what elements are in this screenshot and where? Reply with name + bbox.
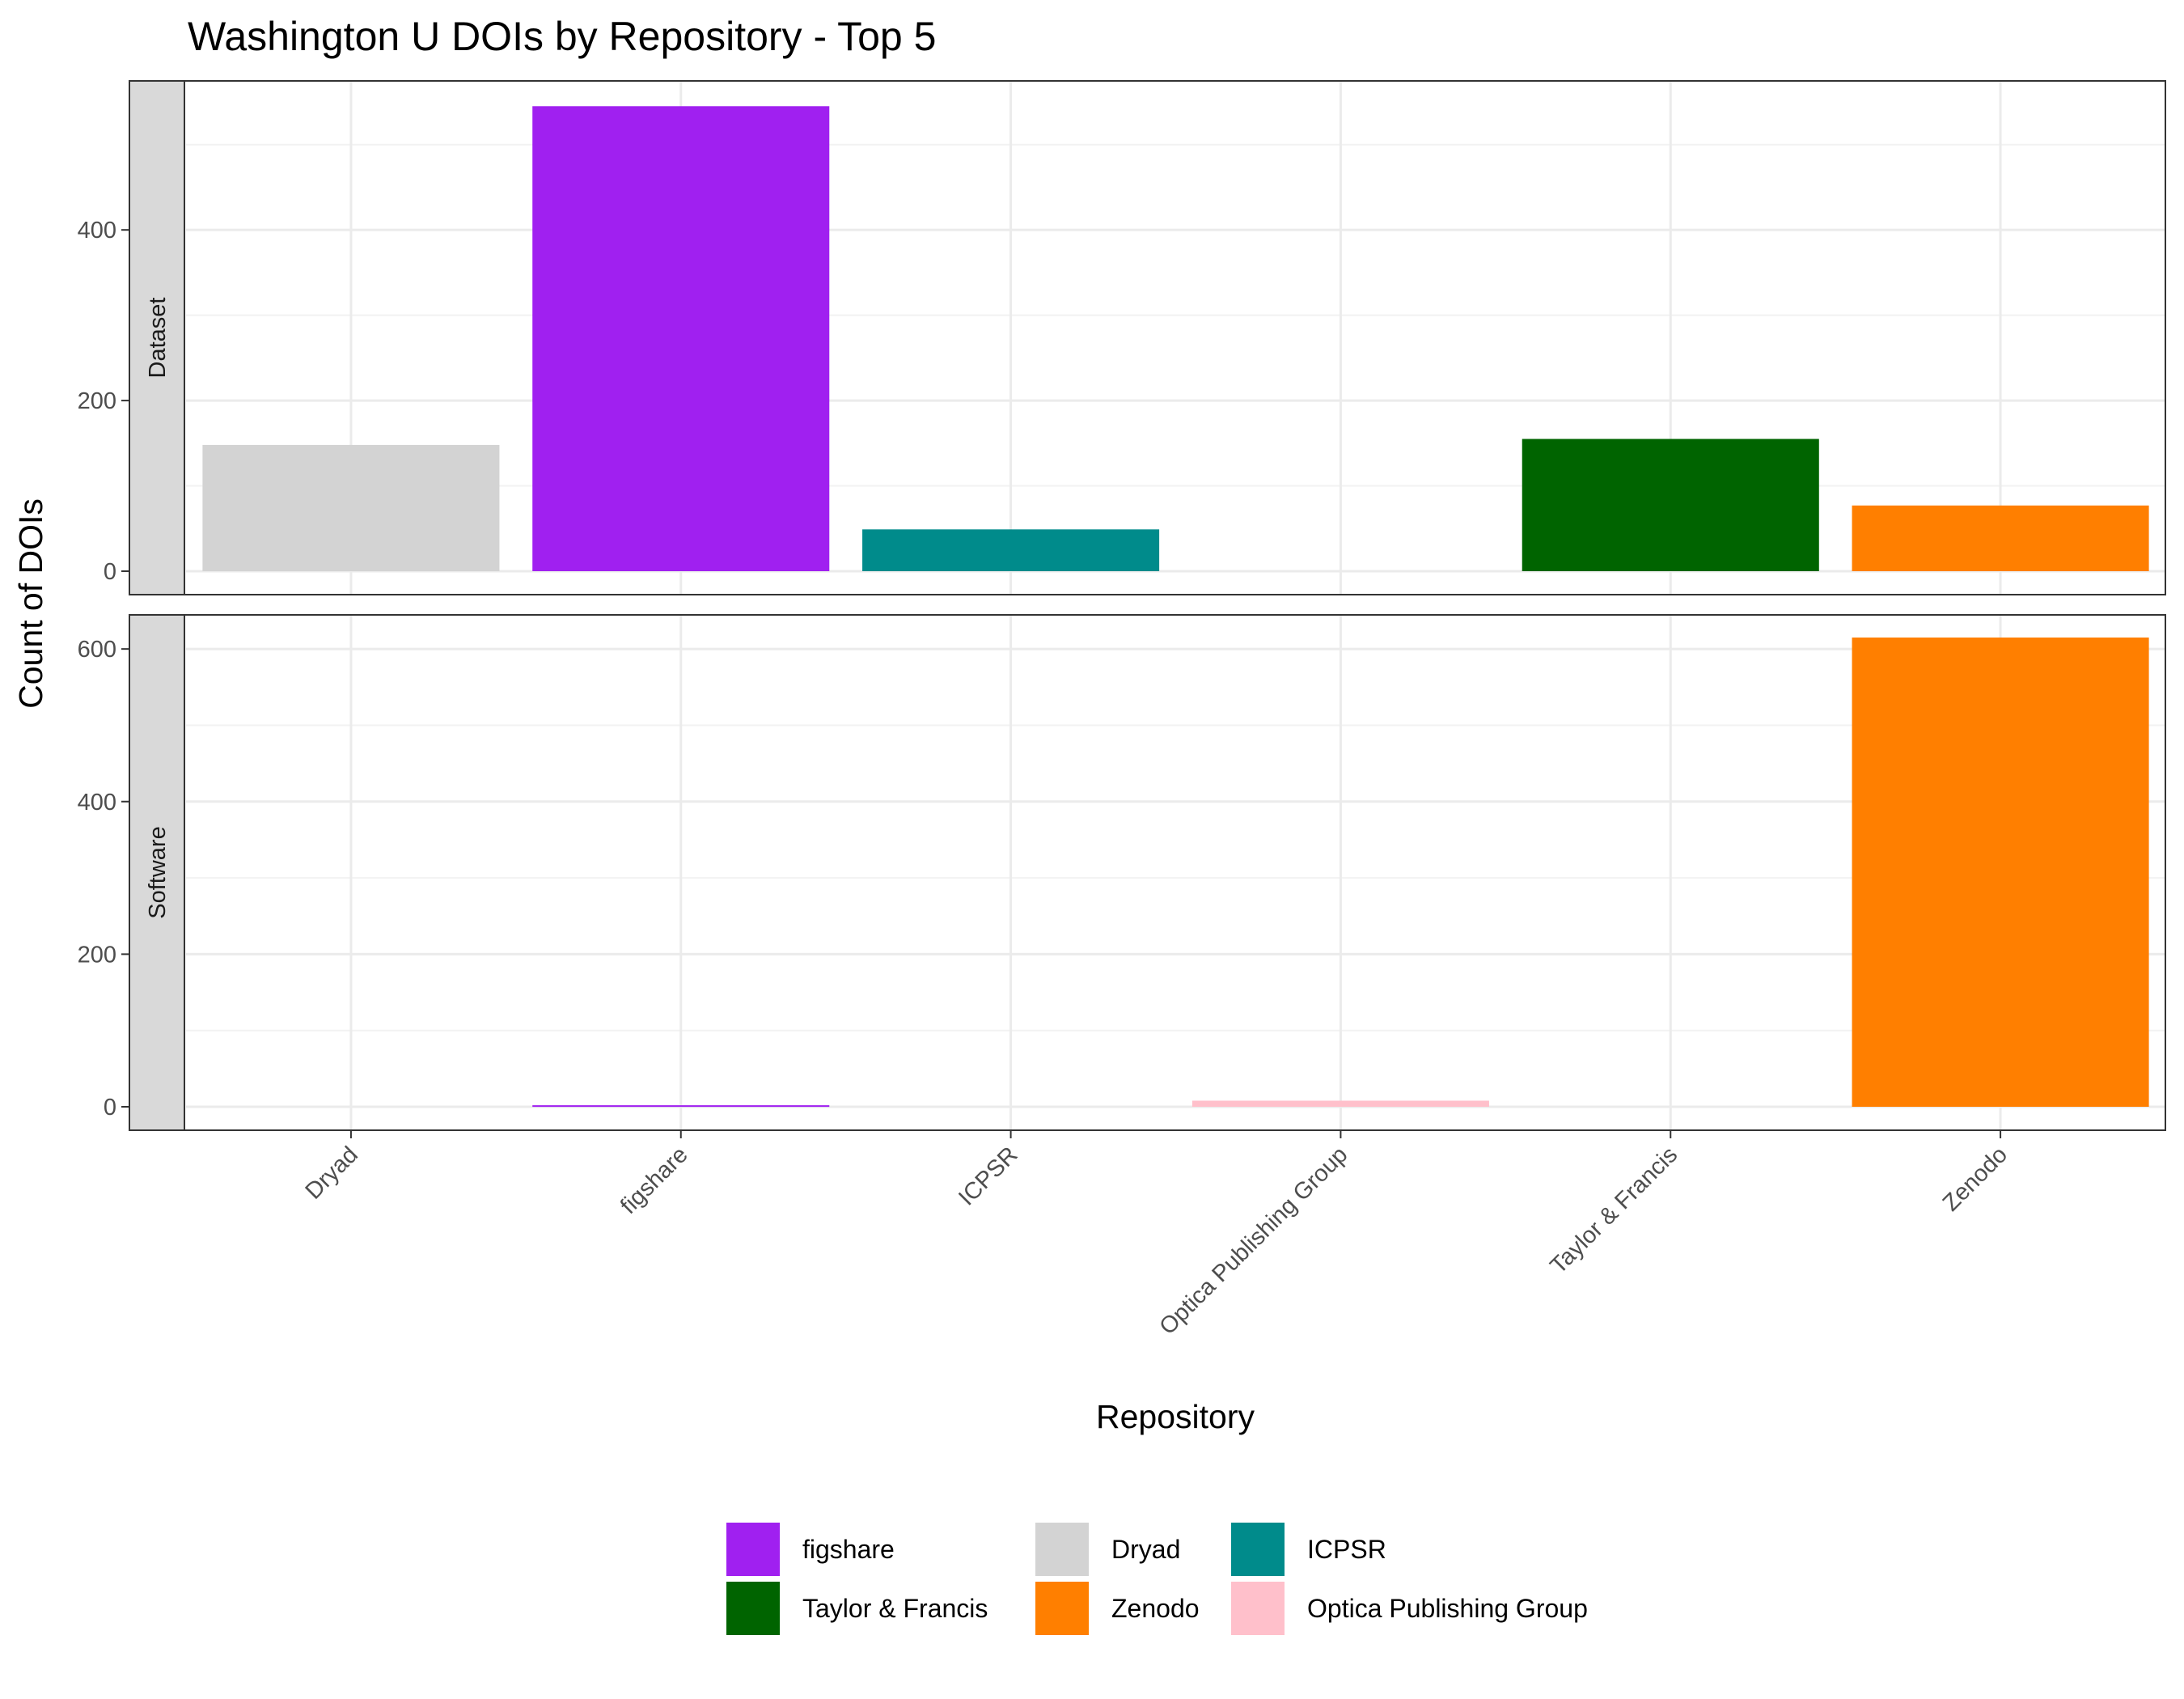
facet-panels: 0 200 400 Dataset 0 200 400 600 Software <box>78 80 2166 1131</box>
y-tick-label: 200 <box>78 942 116 968</box>
x-tick-label: figshare <box>616 1142 693 1219</box>
y-tick-label: 400 <box>78 218 116 244</box>
y-tick-label: 600 <box>78 637 116 663</box>
bar-software-optica-publishing-group <box>1191 1100 1489 1107</box>
legend-key <box>726 1582 780 1635</box>
legend-key <box>1035 1523 1089 1576</box>
legend-label: Dryad <box>1111 1535 1180 1564</box>
facet-strip-label: Software <box>145 826 171 918</box>
y-tick-label: 200 <box>78 388 116 414</box>
legend-label: figshare <box>802 1535 895 1564</box>
x-tick-label: Dryad <box>301 1142 363 1204</box>
x-tick-label: Zenodo <box>1938 1142 2013 1216</box>
panel-background <box>186 615 2165 1130</box>
legend-key <box>726 1523 780 1576</box>
legend-label: ICPSR <box>1307 1535 1386 1564</box>
y-tick-label: 0 <box>104 559 116 585</box>
legend-label: Optica Publishing Group <box>1307 1594 1588 1623</box>
bar-software-figshare <box>532 1105 830 1108</box>
y-tick-label: 400 <box>78 790 116 816</box>
chart-title: Washington U DOIs by Repository - Top 5 <box>188 14 936 59</box>
panel-background <box>186 81 2165 595</box>
x-tick-label: Optica Publishing Group <box>1154 1142 1352 1340</box>
panel-border <box>129 80 2166 595</box>
y-tick-label: 0 <box>104 1095 116 1121</box>
facet-panel-dataset: 0 200 400 Dataset <box>78 80 2166 595</box>
legend-key <box>1035 1582 1089 1635</box>
facet-panel-software: 0 200 400 600 Software <box>78 614 2166 1131</box>
legend-key <box>1231 1582 1285 1635</box>
x-axis-ticks: Dryad figshare ICPSR Optica Publishing Grou… <box>301 1130 2013 1340</box>
legend-label: Taylor & Francis <box>802 1594 988 1623</box>
legend-label: Zenodo <box>1111 1594 1200 1623</box>
x-tick-label: ICPSR <box>954 1142 1022 1210</box>
y-axis-title: Count of DOIs <box>12 498 49 709</box>
bar-dataset-zenodo <box>1852 505 2149 571</box>
legend-key <box>1231 1523 1285 1576</box>
bar-dataset-dryad <box>202 444 500 571</box>
bar-software-zenodo <box>1852 638 2149 1107</box>
bar-dataset-icpsr <box>862 529 1160 571</box>
bar-dataset-figshare <box>532 106 830 572</box>
x-tick-label: Taylor & Francis <box>1546 1142 1683 1279</box>
panel-border <box>129 614 2166 1131</box>
bar-dataset-taylor-francis <box>1522 439 1819 571</box>
facet-strip-label: Dataset <box>145 298 171 379</box>
legend: figshare Dryad ICPSR Taylor & Francis Zenodo… <box>726 1523 1588 1635</box>
x-axis-title: Repository <box>1096 1398 1255 1435</box>
